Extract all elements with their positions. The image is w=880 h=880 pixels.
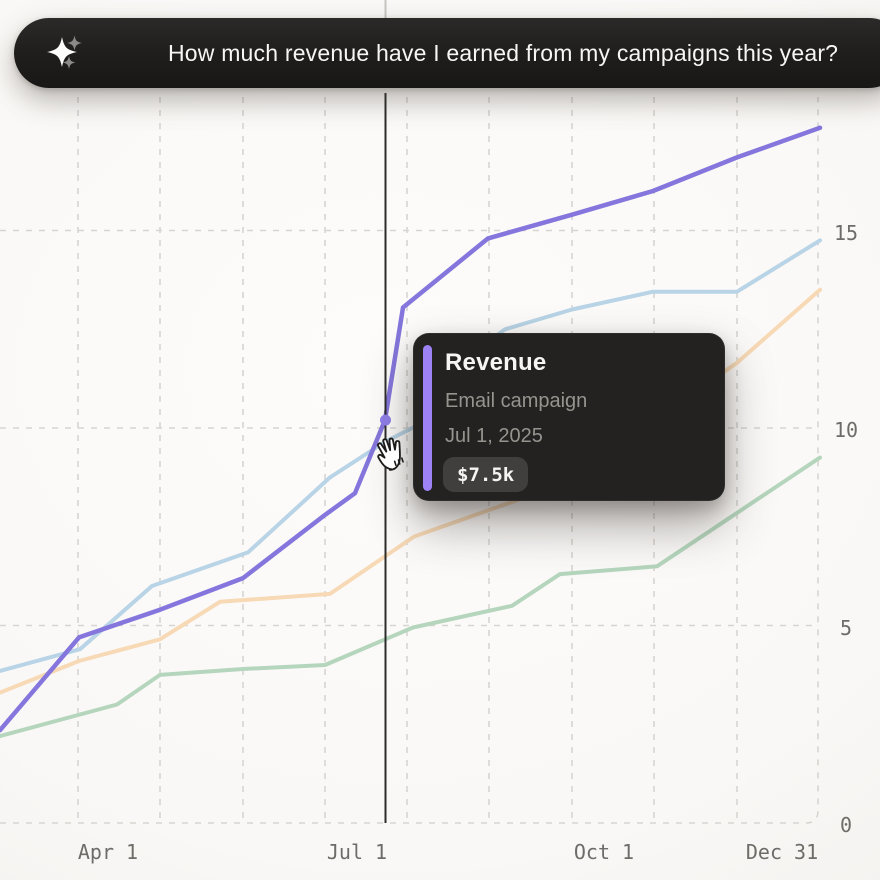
- series-green: [0, 455, 822, 739]
- y-tick-label: 5: [839, 615, 853, 640]
- tooltip-title: Revenue: [445, 349, 547, 376]
- hand-cursor-icon: [377, 437, 404, 471]
- y-tick-label: 0: [839, 813, 853, 837]
- tooltip-date: Jul 1, 2025: [445, 425, 543, 447]
- crosshair: [380, 0, 391, 823]
- y-tick-label: 10: [833, 418, 859, 442]
- x-tick-label: Oct 1: [573, 840, 635, 864]
- highlighted-data-point[interactable]: [380, 414, 391, 426]
- tooltip-series-label: Email campaign: [445, 390, 588, 412]
- sparkle-icon: [47, 35, 82, 69]
- tooltip-value-badge: $7.5k: [443, 457, 529, 492]
- tooltip-accent-bar: [423, 345, 432, 491]
- prompt-question-text: How much revenue have I earned from my c…: [168, 39, 839, 66]
- y-tick-label: 15: [833, 220, 859, 245]
- chart-tooltip: Revenue Email campaign Jul 1, 2025 $7.5k: [413, 333, 725, 501]
- x-tick-label: Apr 1: [77, 840, 139, 864]
- x-tick-label: Dec 31: [745, 840, 819, 864]
- x-tick-label: Jul 1: [326, 840, 388, 864]
- ai-prompt-bar[interactable]: How much revenue have I earned from my c…: [14, 18, 880, 88]
